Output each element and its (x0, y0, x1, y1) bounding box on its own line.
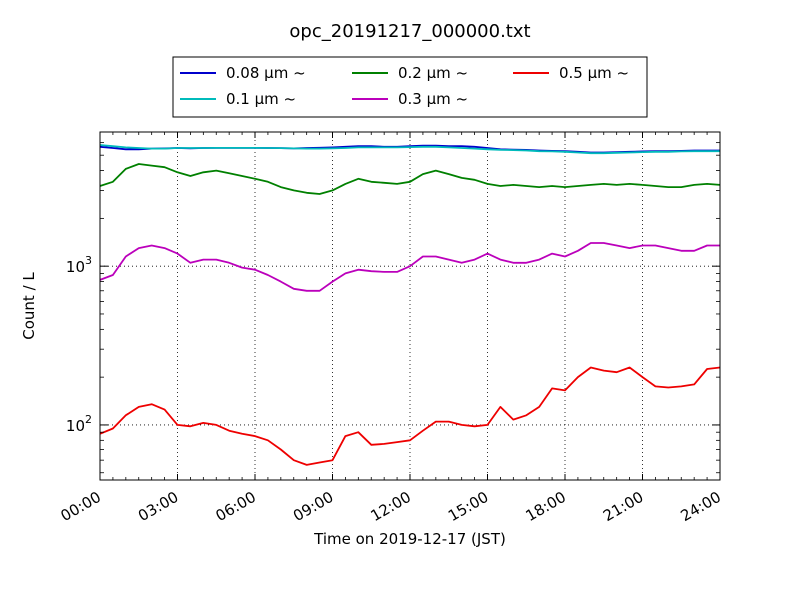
legend-label: 0.2 μm ~ (398, 64, 468, 82)
legend-label: 0.5 μm ~ (559, 64, 629, 82)
y-tick-label: 103 (66, 254, 92, 276)
series-line-3 (99, 242, 720, 292)
axis-ticks (99, 131, 721, 480)
x-axis-label: Time on 2019-12-17 (JST) (313, 530, 506, 548)
legend-item: 0.3 μm ~ (352, 90, 468, 108)
legend-label: 0.1 μm ~ (226, 90, 296, 108)
legend-box (172, 56, 648, 118)
legend-label: 0.08 μm ~ (226, 64, 306, 82)
y-tick-labels: 102 103 (66, 254, 92, 435)
legend-item: 0.08 μm ~ (180, 64, 306, 82)
chart-title: opc_20191217_000000.txt (289, 21, 530, 42)
y-tick-label: 102 (66, 413, 92, 435)
y-axis-label: Count / L (20, 272, 38, 340)
series-line-4 (99, 366, 721, 466)
series-line-1 (99, 144, 720, 155)
series-line-2 (99, 163, 721, 195)
legend-item: 0.1 μm ~ (180, 90, 296, 108)
legend-item: 0.5 μm ~ (513, 64, 629, 82)
series-lines (99, 144, 721, 466)
grid-lines (100, 132, 720, 480)
legend: 0.08 μm ~ 0.1 μm ~ 0.2 μm ~ 0.3 μm ~ 0.5 μm … (172, 56, 648, 118)
legend-label: 0.3 μm ~ (398, 90, 468, 108)
legend-item: 0.2 μm ~ (352, 64, 468, 82)
